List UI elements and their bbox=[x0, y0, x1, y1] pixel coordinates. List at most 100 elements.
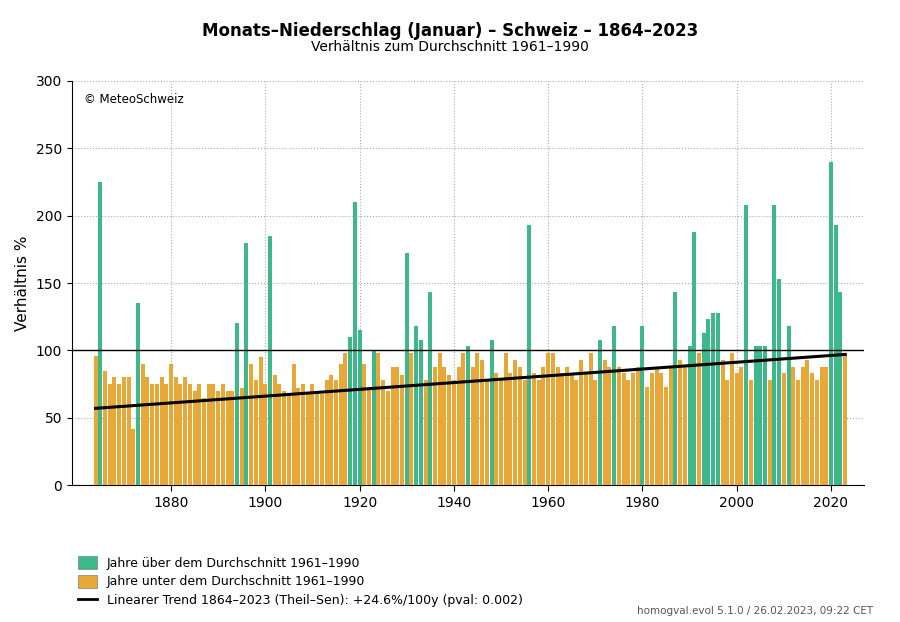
Bar bbox=[753, 346, 758, 485]
Bar bbox=[678, 360, 682, 485]
Bar bbox=[787, 326, 790, 485]
Bar bbox=[843, 353, 847, 485]
Bar bbox=[608, 366, 611, 485]
Bar bbox=[452, 380, 456, 485]
Bar bbox=[635, 366, 640, 485]
Bar bbox=[216, 391, 220, 485]
Bar bbox=[616, 366, 621, 485]
Bar bbox=[367, 388, 371, 485]
Bar bbox=[334, 380, 338, 485]
Bar bbox=[466, 346, 470, 485]
Bar bbox=[131, 429, 135, 485]
Bar bbox=[759, 346, 762, 485]
Bar bbox=[471, 366, 474, 485]
Bar bbox=[405, 253, 409, 485]
Y-axis label: Verhältnis %: Verhältnis % bbox=[15, 235, 31, 331]
Bar bbox=[782, 373, 786, 485]
Bar bbox=[820, 366, 824, 485]
Bar bbox=[688, 346, 691, 485]
Bar bbox=[730, 353, 734, 485]
Bar bbox=[622, 373, 626, 485]
Bar bbox=[763, 346, 767, 485]
Bar bbox=[697, 353, 701, 485]
Bar bbox=[386, 391, 390, 485]
Bar bbox=[499, 380, 503, 485]
Bar bbox=[277, 384, 282, 485]
Bar bbox=[829, 162, 833, 485]
Bar bbox=[810, 373, 814, 485]
Bar bbox=[127, 378, 130, 485]
Bar bbox=[565, 366, 569, 485]
Bar bbox=[348, 337, 352, 485]
Bar bbox=[485, 380, 489, 485]
Bar bbox=[574, 380, 579, 485]
Bar bbox=[527, 225, 531, 485]
Bar bbox=[536, 380, 541, 485]
Bar bbox=[103, 371, 107, 485]
Bar bbox=[791, 366, 796, 485]
Bar bbox=[169, 364, 173, 485]
Bar bbox=[400, 374, 404, 485]
Bar bbox=[197, 384, 202, 485]
Bar bbox=[475, 353, 480, 485]
Bar bbox=[603, 360, 607, 485]
Bar bbox=[325, 380, 328, 485]
Bar bbox=[159, 378, 164, 485]
Bar bbox=[329, 374, 333, 485]
Bar bbox=[202, 397, 206, 485]
Bar bbox=[178, 384, 183, 485]
Bar bbox=[391, 366, 394, 485]
Bar bbox=[641, 326, 644, 485]
Bar bbox=[721, 360, 725, 485]
Bar bbox=[716, 313, 720, 485]
Legend: Jahre über dem Durchschnitt 1961–1990, Jahre unter dem Durchschnitt 1961–1990, L: Jahre über dem Durchschnitt 1961–1990, J… bbox=[78, 556, 523, 607]
Bar bbox=[814, 380, 819, 485]
Bar bbox=[315, 391, 320, 485]
Bar bbox=[692, 232, 697, 485]
Bar bbox=[108, 384, 112, 485]
Bar bbox=[212, 384, 215, 485]
Bar bbox=[418, 340, 423, 485]
Bar bbox=[561, 373, 564, 485]
Bar bbox=[258, 357, 263, 485]
Bar bbox=[363, 364, 366, 485]
Bar bbox=[833, 225, 838, 485]
Bar bbox=[683, 366, 687, 485]
Bar bbox=[490, 340, 493, 485]
Bar bbox=[768, 380, 771, 485]
Bar bbox=[513, 360, 518, 485]
Bar bbox=[711, 313, 716, 485]
Bar bbox=[381, 380, 385, 485]
Bar bbox=[839, 292, 842, 485]
Bar bbox=[523, 380, 526, 485]
Bar bbox=[772, 205, 777, 485]
Bar bbox=[94, 356, 97, 485]
Bar bbox=[310, 384, 314, 485]
Bar bbox=[508, 373, 512, 485]
Bar bbox=[734, 373, 739, 485]
Bar bbox=[292, 364, 295, 485]
Bar bbox=[702, 333, 706, 485]
Bar bbox=[579, 360, 583, 485]
Bar bbox=[494, 373, 499, 485]
Bar bbox=[344, 353, 347, 485]
Bar bbox=[357, 330, 362, 485]
Bar bbox=[136, 304, 140, 485]
Bar bbox=[433, 366, 437, 485]
Bar bbox=[456, 366, 461, 485]
Bar bbox=[673, 292, 678, 485]
Bar bbox=[551, 353, 555, 485]
Bar bbox=[301, 384, 305, 485]
Bar bbox=[626, 380, 630, 485]
Bar bbox=[669, 366, 672, 485]
Bar bbox=[796, 380, 800, 485]
Bar bbox=[749, 380, 753, 485]
Text: Monats–Niederschlag (Januar) – Schweiz – 1864–2023: Monats–Niederschlag (Januar) – Schweiz –… bbox=[202, 22, 698, 40]
Bar bbox=[353, 202, 357, 485]
Bar bbox=[462, 353, 465, 485]
Bar bbox=[146, 378, 149, 485]
Bar bbox=[660, 373, 663, 485]
Bar bbox=[174, 378, 177, 485]
Bar bbox=[532, 373, 536, 485]
Bar bbox=[725, 380, 729, 485]
